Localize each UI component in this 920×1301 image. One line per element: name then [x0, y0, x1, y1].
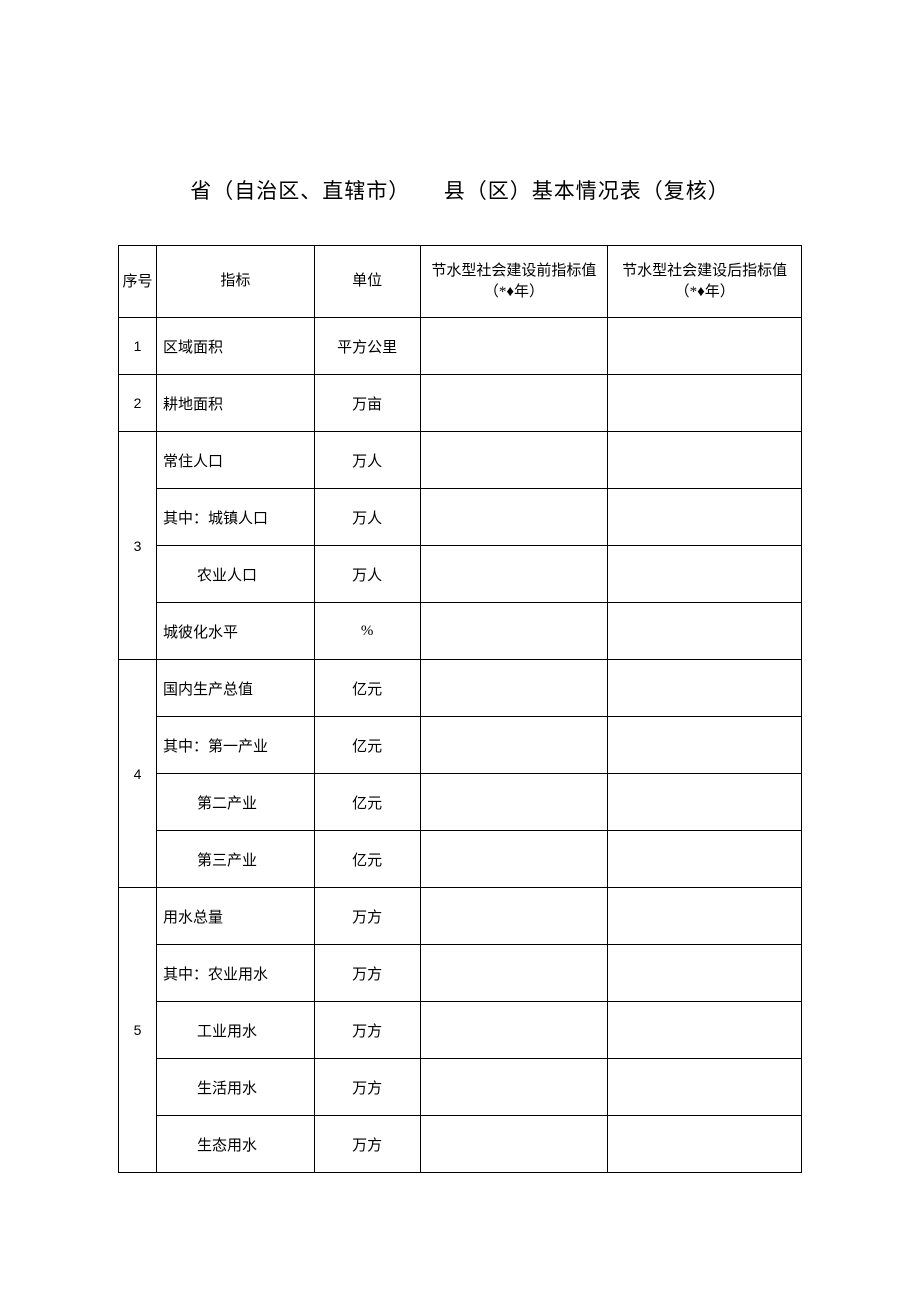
table-row: 第二产业亿元	[119, 774, 802, 831]
before-cell	[420, 1002, 608, 1059]
indicator-cell: 工业用水	[156, 1002, 314, 1059]
unit-cell: 亿元	[314, 831, 420, 888]
after-cell	[608, 1002, 802, 1059]
header-indicator: 指标	[156, 246, 314, 318]
unit-cell: 万方	[314, 1002, 420, 1059]
indicator-cell: 其中：第一产业	[156, 717, 314, 774]
table-row: 生活用水万方	[119, 1059, 802, 1116]
table-row: 3常住人口万人	[119, 432, 802, 489]
after-cell	[608, 318, 802, 375]
seq-cell: 4	[119, 660, 157, 888]
indicator-cell: 第三产业	[156, 831, 314, 888]
indicator-cell: 耕地面积	[156, 375, 314, 432]
before-cell	[420, 375, 608, 432]
unit-cell: 亿元	[314, 717, 420, 774]
table-row: 城彼化水平%	[119, 603, 802, 660]
unit-cell: 万人	[314, 546, 420, 603]
unit-cell: %	[314, 603, 420, 660]
before-cell	[420, 1116, 608, 1173]
unit-cell: 万人	[314, 489, 420, 546]
after-cell	[608, 432, 802, 489]
after-cell	[608, 888, 802, 945]
seq-cell: 1	[119, 318, 157, 375]
indicator-cell: 城彼化水平	[156, 603, 314, 660]
before-cell	[420, 603, 608, 660]
header-unit: 单位	[314, 246, 420, 318]
before-cell	[420, 1059, 608, 1116]
table-header-row: 序号 指标 单位 节水型社会建设前指标值（*♦年） 节水型社会建设后指标值（*♦…	[119, 246, 802, 318]
table-body: 1区域面积平方公里2耕地面积万亩3常住人口万人其中：城镇人口万人农业人口万人城彼…	[119, 318, 802, 1173]
indicator-cell: 其中：城镇人口	[156, 489, 314, 546]
before-cell	[420, 489, 608, 546]
table-row: 5用水总量万方	[119, 888, 802, 945]
table-row: 生态用水万方	[119, 1116, 802, 1173]
before-cell	[420, 432, 608, 489]
after-cell	[608, 660, 802, 717]
unit-cell: 平方公里	[314, 318, 420, 375]
basic-info-table: 序号 指标 单位 节水型社会建设前指标值（*♦年） 节水型社会建设后指标值（*♦…	[118, 245, 802, 1173]
after-cell	[608, 945, 802, 1002]
after-cell	[608, 546, 802, 603]
unit-cell: 亿元	[314, 774, 420, 831]
after-cell	[608, 375, 802, 432]
unit-cell: 万方	[314, 888, 420, 945]
indicator-cell: 用水总量	[156, 888, 314, 945]
before-cell	[420, 660, 608, 717]
table-row: 1区域面积平方公里	[119, 318, 802, 375]
after-cell	[608, 603, 802, 660]
unit-cell: 万方	[314, 1059, 420, 1116]
header-before: 节水型社会建设前指标值（*♦年）	[420, 246, 608, 318]
unit-cell: 万人	[314, 432, 420, 489]
table-row: 农业人口万人	[119, 546, 802, 603]
after-cell	[608, 1116, 802, 1173]
after-cell	[608, 774, 802, 831]
unit-cell: 万方	[314, 1116, 420, 1173]
table-row: 4国内生产总值亿元	[119, 660, 802, 717]
after-cell	[608, 1059, 802, 1116]
table-row: 工业用水万方	[119, 1002, 802, 1059]
indicator-cell: 第二产业	[156, 774, 314, 831]
table-row: 其中：城镇人口万人	[119, 489, 802, 546]
before-cell	[420, 717, 608, 774]
table-row: 其中：农业用水万方	[119, 945, 802, 1002]
table-row: 2耕地面积万亩	[119, 375, 802, 432]
header-seq: 序号	[119, 246, 157, 318]
before-cell	[420, 888, 608, 945]
seq-cell: 3	[119, 432, 157, 660]
indicator-cell: 生态用水	[156, 1116, 314, 1173]
indicator-cell: 常住人口	[156, 432, 314, 489]
unit-cell: 万方	[314, 945, 420, 1002]
before-cell	[420, 945, 608, 1002]
indicator-cell: 生活用水	[156, 1059, 314, 1116]
table-row: 其中：第一产业亿元	[119, 717, 802, 774]
indicator-cell: 其中：农业用水	[156, 945, 314, 1002]
unit-cell: 万亩	[314, 375, 420, 432]
before-cell	[420, 831, 608, 888]
unit-cell: 亿元	[314, 660, 420, 717]
indicator-cell: 农业人口	[156, 546, 314, 603]
header-after: 节水型社会建设后指标值（*♦年）	[608, 246, 802, 318]
seq-cell: 5	[119, 888, 157, 1173]
before-cell	[420, 318, 608, 375]
indicator-cell: 区域面积	[156, 318, 314, 375]
seq-cell: 2	[119, 375, 157, 432]
before-cell	[420, 774, 608, 831]
after-cell	[608, 489, 802, 546]
before-cell	[420, 546, 608, 603]
after-cell	[608, 717, 802, 774]
table-row: 第三产业亿元	[119, 831, 802, 888]
page-title: 省（自治区、直辖市） 县（区）基本情况表（复核）	[0, 175, 920, 205]
indicator-cell: 国内生产总值	[156, 660, 314, 717]
after-cell	[608, 831, 802, 888]
